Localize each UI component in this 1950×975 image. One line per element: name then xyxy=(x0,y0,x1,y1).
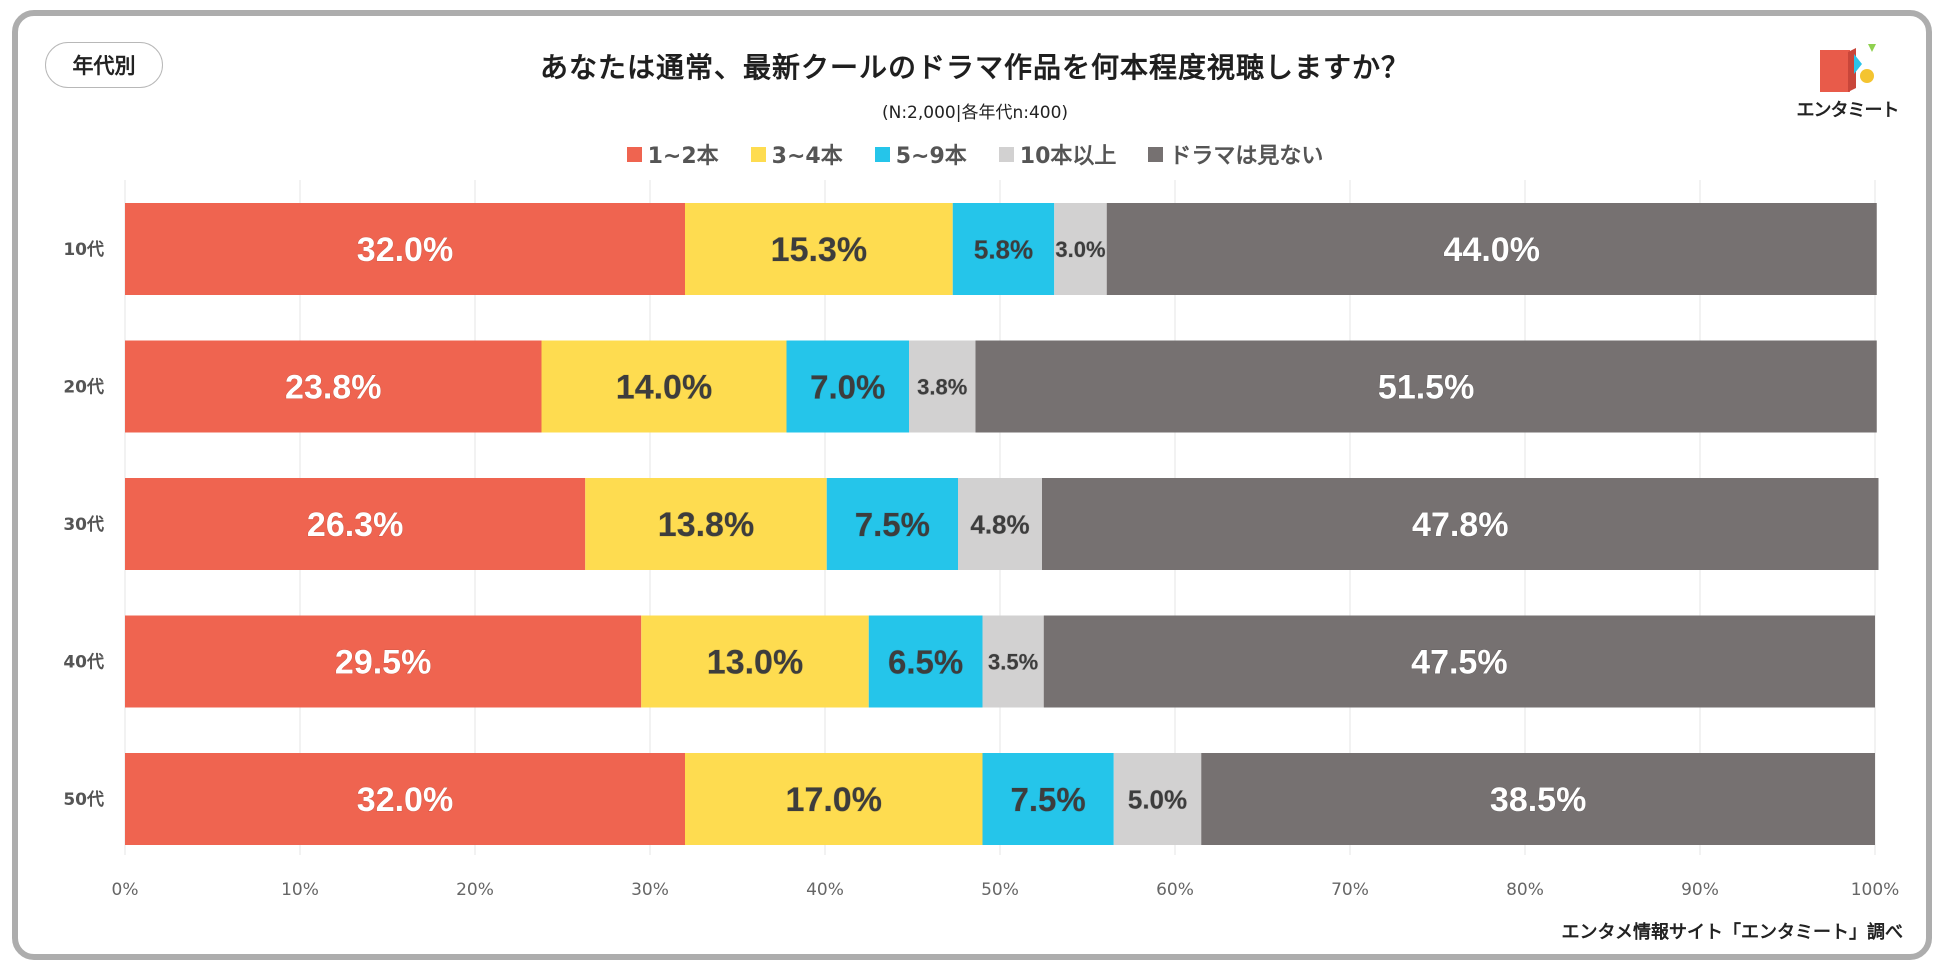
legend-label: 10本以上 xyxy=(1019,144,1117,169)
bar-segment xyxy=(641,615,869,708)
category-label: 50代 xyxy=(63,789,104,810)
bar-segment xyxy=(909,340,976,433)
category-label: 40代 xyxy=(63,652,104,673)
legend-label: ドラマは見ない xyxy=(1169,144,1324,169)
legend-label: 1~2本 xyxy=(647,144,719,169)
x-tick-label: 50% xyxy=(981,880,1019,900)
chart-subtitle: (N:2,000|各年代n:400) xyxy=(881,103,1069,123)
bar-segment xyxy=(125,753,685,845)
logo-small-triangle xyxy=(1868,44,1876,52)
bar-segment xyxy=(958,478,1042,570)
data-label: 47.5% xyxy=(1411,644,1507,682)
bar-segment xyxy=(1054,203,1107,295)
x-tick-label: 60% xyxy=(1156,880,1194,900)
data-label: 29.5% xyxy=(335,644,431,682)
logo-book-shape xyxy=(1820,50,1850,92)
data-label: 44.0% xyxy=(1444,231,1540,269)
logo-mark-icon xyxy=(1820,44,1876,92)
data-label: 6.5% xyxy=(888,643,963,680)
data-label: 15.3% xyxy=(771,231,867,269)
legend-item-10-plus: 10本以上 xyxy=(998,138,1117,170)
data-label: 13.0% xyxy=(707,644,803,682)
legend-swatch xyxy=(1148,146,1164,162)
data-label: 14.0% xyxy=(616,369,712,407)
bar-segment xyxy=(982,615,1044,708)
bar-segment xyxy=(982,753,1114,845)
legend-label: 3~4本 xyxy=(771,144,843,169)
bar-segment xyxy=(1106,203,1877,295)
data-label: 3.5% xyxy=(988,649,1038,674)
legend-swatch xyxy=(626,146,642,162)
legend-item-3-4: 3~4本 xyxy=(750,138,843,170)
logo-text: エンタミート xyxy=(1796,100,1900,121)
bar-segment xyxy=(125,203,685,295)
data-label: 7.5% xyxy=(855,506,930,543)
bar-segment xyxy=(125,478,586,570)
source-note: エンタメ情報サイト「エンタミート」調べ xyxy=(1561,922,1903,943)
x-tick-label: 80% xyxy=(1506,880,1544,900)
category-label: 30代 xyxy=(63,514,104,535)
data-label: 5.8% xyxy=(974,234,1033,264)
data-label: 23.8% xyxy=(285,369,381,407)
data-label: 17.0% xyxy=(786,781,882,819)
legend-label: 5~9本 xyxy=(895,144,967,169)
data-label: 5.0% xyxy=(1128,784,1187,814)
bar-segment xyxy=(125,615,642,708)
legend-item-5-9: 5~9本 xyxy=(874,138,967,170)
bar-segment xyxy=(685,203,953,295)
bar-segment xyxy=(585,478,827,570)
legend-item-none: ドラマは見ない xyxy=(1148,138,1323,170)
data-label: 13.8% xyxy=(658,506,754,544)
bar-segment xyxy=(541,340,787,433)
age-group-tag: 年代別 xyxy=(45,42,163,88)
logo-circle-shape xyxy=(1860,69,1874,83)
data-label: 26.3% xyxy=(307,506,403,544)
x-tick-label: 40% xyxy=(806,880,844,900)
bar-segment xyxy=(952,203,1055,295)
category-label: 20代 xyxy=(63,377,104,398)
bar-segment xyxy=(1113,753,1202,845)
legend-swatch xyxy=(750,146,766,162)
legend: 1~2本 3~4本 5~9本 10本以上 ドラマは見ない xyxy=(0,138,1950,170)
data-label: 7.0% xyxy=(810,368,885,405)
data-label: 32.0% xyxy=(357,231,453,269)
data-label: 4.8% xyxy=(970,509,1029,539)
bar-segment xyxy=(125,340,542,433)
legend-item-1-2: 1~2本 xyxy=(626,138,719,170)
data-label: 3.8% xyxy=(917,374,967,399)
x-tick-label: 0% xyxy=(112,880,139,900)
entameet-logo: エンタミート xyxy=(1790,42,1905,122)
data-label: 7.5% xyxy=(1011,781,1086,818)
bar-segment xyxy=(826,478,958,570)
data-label: 32.0% xyxy=(357,781,453,819)
category-label: 10代 xyxy=(63,239,104,260)
bar-segment xyxy=(975,340,1877,433)
data-label: 47.8% xyxy=(1412,506,1508,544)
bar-segment xyxy=(786,340,909,433)
x-tick-label: 100% xyxy=(1851,880,1900,900)
x-tick-label: 70% xyxy=(1331,880,1369,900)
bar-segment xyxy=(1043,615,1875,708)
bar-segment xyxy=(685,753,983,845)
bar-segment xyxy=(1201,753,1875,845)
logo-triangle-shape xyxy=(1854,54,1862,74)
legend-swatch xyxy=(874,146,890,162)
bar-segment xyxy=(868,615,983,708)
bar-segment xyxy=(1042,478,1879,570)
x-tick-label: 20% xyxy=(456,880,494,900)
x-tick-label: 30% xyxy=(631,880,669,900)
x-tick-label: 90% xyxy=(1681,880,1719,900)
data-label: 51.5% xyxy=(1378,369,1474,407)
legend-swatch xyxy=(998,146,1014,162)
chart-title: あなたは通常、最新クールのドラマ作品を何本程度視聴しますか？ xyxy=(539,51,1410,84)
x-tick-label: 10% xyxy=(281,880,319,900)
data-label: 38.5% xyxy=(1490,781,1586,819)
data-label: 3.0% xyxy=(1055,237,1105,262)
